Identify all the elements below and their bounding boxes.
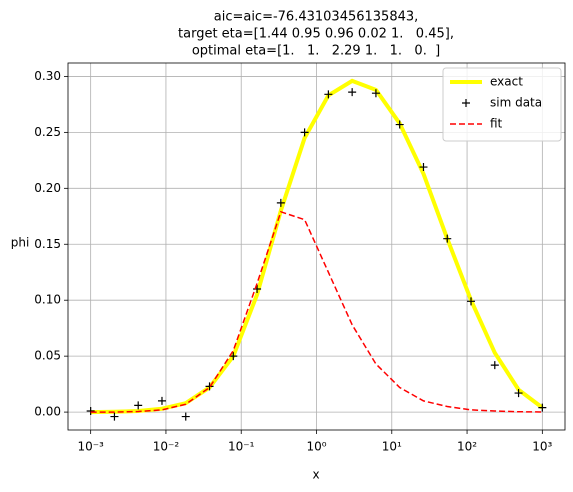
legend-box <box>442 67 562 142</box>
data-point <box>110 412 119 421</box>
y-axis-label: phi <box>11 236 30 250</box>
data-point <box>205 382 214 391</box>
data-point <box>348 88 357 97</box>
y-tick-label: 0.05 <box>34 349 61 363</box>
chart-title: aic=aic=-76.43103456135843, <box>214 10 419 25</box>
y-tick-label: 0.30 <box>34 69 61 83</box>
data-point <box>276 198 285 207</box>
y-tick-label: 0.10 <box>34 293 61 307</box>
axes-frame <box>67 62 566 431</box>
data-point <box>157 396 166 405</box>
data-point <box>443 234 452 243</box>
y-tick-label: 0.15 <box>34 237 61 251</box>
x-tick-label: 10⁻² <box>153 440 180 454</box>
legend-swatch <box>462 99 470 107</box>
legend-label: exact <box>490 75 523 89</box>
series-line <box>90 210 543 413</box>
data-point <box>467 297 476 306</box>
data-point <box>134 401 143 410</box>
x-axis-label: x <box>312 468 319 482</box>
x-tick-label: 10⁻¹ <box>228 440 255 454</box>
x-tick-label: 10² <box>457 440 477 454</box>
data-point <box>538 403 547 412</box>
data-point <box>324 90 333 99</box>
chart-title: target eta=[1.44 0.95 0.96 0.02 1. 0.45]… <box>178 27 454 42</box>
data-point <box>300 128 309 137</box>
x-tick-label: 10⁰ <box>306 440 326 454</box>
data-point <box>371 89 380 98</box>
x-tick-label: 10¹ <box>382 440 402 454</box>
data-point <box>253 285 262 294</box>
data-point <box>514 389 523 398</box>
data-point <box>229 352 238 361</box>
legend-label: fit <box>490 117 503 131</box>
data-point <box>86 406 95 415</box>
data-point <box>490 361 499 370</box>
y-tick-label: 0.25 <box>34 125 61 139</box>
legend-label: sim data <box>490 96 542 110</box>
y-tick-label: 0.20 <box>34 181 61 195</box>
data-point <box>181 412 190 421</box>
data-point <box>395 120 404 129</box>
x-tick-label: 10³ <box>532 440 552 454</box>
data-point <box>419 163 428 172</box>
chart-title: optimal eta=[1. 1. 2.29 1. 1. 0. ] <box>192 44 440 59</box>
series-line <box>90 78 544 415</box>
x-tick-label: 10⁻³ <box>77 440 104 454</box>
y-tick-label: 0.00 <box>34 405 61 419</box>
